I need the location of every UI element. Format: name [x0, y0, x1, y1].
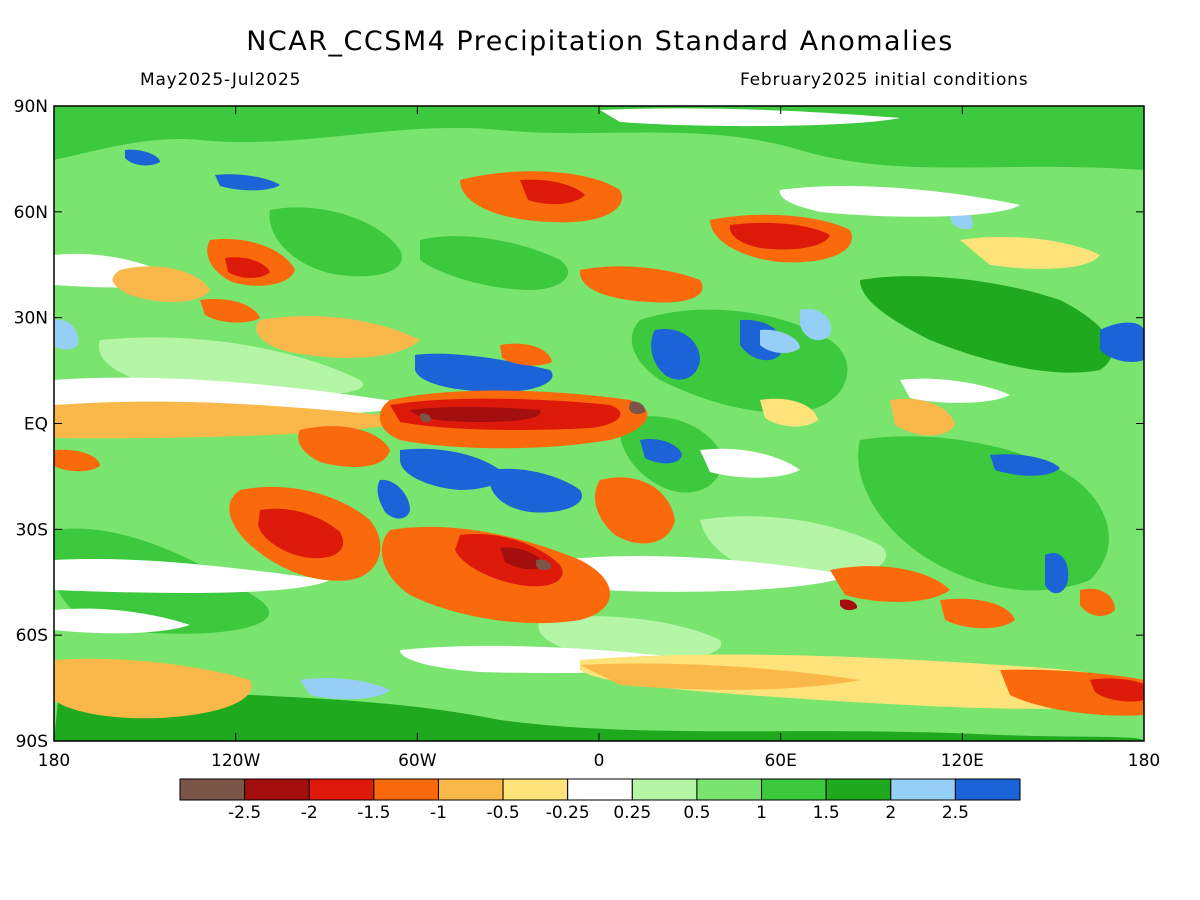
- colorbar-label: 2.5: [942, 803, 969, 823]
- colorbar-label: -1: [430, 803, 447, 823]
- lat-label: 90S: [16, 732, 48, 752]
- colorbar-label: 2: [885, 803, 896, 823]
- colorbar-swatch: [696, 778, 763, 801]
- colorbar-swatch: [437, 778, 504, 801]
- axis-ticks: [53, 105, 1145, 742]
- colorbar-swatch: [244, 778, 310, 801]
- map-title: NCAR_CCSM4 Precipitation Standard Anomal…: [246, 26, 954, 57]
- colorbar-label: -1.5: [357, 803, 390, 823]
- initial-conditions: February2025 initial conditions: [740, 70, 1029, 90]
- neutral-regions: [54, 108, 1020, 674]
- colorbar-swatch: [761, 778, 827, 801]
- colorbar-label: -2: [301, 803, 318, 823]
- lon-label: 60W: [398, 751, 437, 771]
- colorbar-swatch: [567, 778, 633, 801]
- colorbar-swatch: [308, 778, 375, 801]
- lon-label: 0: [594, 751, 605, 771]
- positive-anomaly-regions: [54, 106, 1144, 741]
- lat-label: 60S: [16, 626, 48, 646]
- colorbar-swatch: [179, 778, 246, 801]
- colorbar-labels: -2.5 -2 -1.5 -1 -0.5 -0.25 0.25 0.5 1 1.5 2 2.5: [228, 803, 969, 823]
- colorbar-label: 0.5: [683, 803, 710, 823]
- longitude-labels: 180 120W 60W 0 60E 120E 180: [38, 751, 1160, 771]
- colorbar-label: -2.5: [228, 803, 261, 823]
- lon-label: 180: [1128, 751, 1160, 771]
- anomaly-field: [54, 106, 1144, 741]
- lat-label: 30N: [14, 309, 48, 329]
- lon-label: 120W: [211, 751, 260, 771]
- latitude-labels: 90N 60N 30N EQ 30S 60S 90S: [14, 97, 48, 752]
- lat-label: 30S: [16, 520, 48, 540]
- colorbar-label: -0.25: [546, 803, 590, 823]
- forecast-period: May2025-Jul2025: [140, 70, 302, 90]
- colorbar: [179, 778, 1021, 801]
- negative-anomaly-regions: [54, 171, 1144, 719]
- colorbar-label: -0.5: [486, 803, 519, 823]
- lon-label: 120E: [941, 751, 984, 771]
- colorbar-swatch: [631, 778, 698, 801]
- colorbar-swatch: [373, 778, 439, 801]
- colorbar-swatch: [825, 778, 892, 801]
- lon-label: 180: [38, 751, 70, 771]
- lat-label: 60N: [14, 203, 48, 223]
- lat-label: EQ: [24, 415, 48, 435]
- lat-label: 90N: [14, 97, 48, 117]
- colorbar-swatch: [502, 778, 569, 801]
- colorbar-label: 0.25: [613, 803, 651, 823]
- colorbar-swatch: [954, 778, 1021, 801]
- colorbar-label: 1: [756, 803, 767, 823]
- colorbar-label: 1.5: [813, 803, 840, 823]
- lon-label: 60E: [764, 751, 796, 771]
- colorbar-swatch: [890, 778, 956, 801]
